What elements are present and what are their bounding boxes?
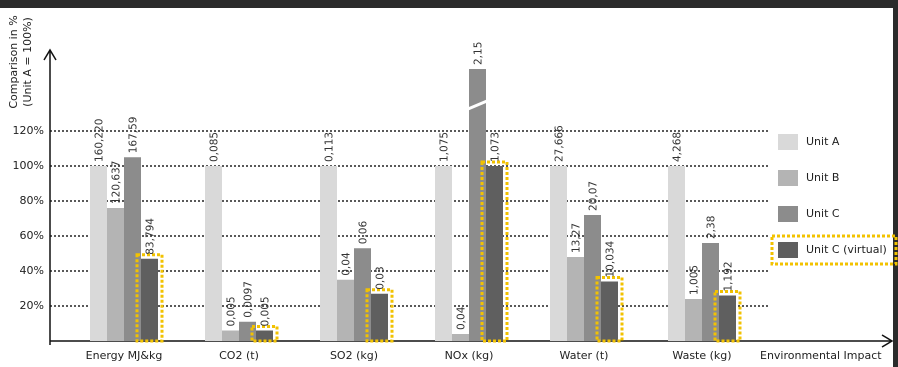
bar: [371, 293, 388, 341]
y-axis-title: Comparison in %: [7, 15, 20, 108]
x-tick-label: SO2 (kg): [330, 349, 378, 362]
legend-swatch: [778, 242, 798, 258]
x-tick-label: NOx (kg): [445, 349, 494, 362]
legend-label: Unit B: [806, 171, 839, 184]
legend-label: Unit C (virtual): [806, 243, 887, 256]
y-tick-label: 80%: [20, 194, 44, 207]
highlight-box: [365, 288, 394, 343]
bar: [702, 243, 719, 341]
bar: [601, 281, 618, 341]
bar: [239, 321, 256, 341]
data-label: 1,005: [689, 265, 701, 295]
data-label: 0,06: [358, 221, 370, 245]
legend-label: Unit C: [806, 207, 840, 220]
bar-break: [467, 99, 488, 111]
x-tick-label: Waste (kg): [672, 349, 731, 362]
data-label: 0,0097: [243, 281, 255, 318]
highlight-box: [595, 276, 624, 343]
data-label: 10,034: [605, 240, 617, 277]
x-tick-label: Energy MJ&kg: [86, 349, 163, 362]
bar: [205, 166, 222, 341]
bar: [141, 258, 158, 341]
legend-swatch: [778, 170, 798, 186]
x-axis-arrow: [881, 334, 894, 348]
bar: [320, 166, 337, 341]
highlight-box: [713, 290, 742, 343]
data-label: 2,38: [706, 216, 718, 239]
data-label: 83,794: [145, 218, 157, 255]
bar: [550, 166, 567, 341]
bar: [90, 166, 107, 341]
data-label: 0,03: [375, 266, 387, 289]
data-label: 0,04: [456, 306, 468, 330]
bar: [124, 157, 141, 341]
data-label: 0,005: [226, 296, 238, 326]
bar: [256, 330, 273, 341]
data-label: 160,220: [94, 119, 106, 162]
data-label: 13,27: [571, 223, 583, 253]
bar: [337, 279, 354, 341]
data-label: 0,113: [324, 132, 336, 162]
bar: [222, 330, 239, 341]
bar: [567, 257, 584, 341]
x-tick-label: Water (t): [560, 349, 609, 362]
y-tick-label: 60%: [20, 229, 44, 242]
legend-highlight: [770, 234, 898, 266]
bar: [486, 166, 503, 341]
data-label: 4,268: [672, 132, 684, 162]
bar: [435, 166, 452, 341]
y-tick-label: 120%: [13, 124, 44, 137]
bar: [685, 299, 702, 341]
data-label: 2,15: [473, 42, 485, 65]
y-tick-label: 100%: [13, 159, 44, 172]
data-label: 0,085: [209, 132, 221, 162]
data-label: 1,073: [490, 132, 502, 162]
y-axis-arrow: [43, 48, 57, 61]
data-label: 0,005: [260, 296, 272, 326]
legend-label: Unit A: [806, 135, 840, 148]
y-tick-label: 20%: [20, 299, 44, 312]
highlight-box: [480, 160, 509, 343]
bar: [668, 166, 685, 341]
data-label: 0,04: [341, 252, 353, 276]
data-label: 120,637: [111, 161, 123, 204]
data-label: 167,59: [128, 117, 140, 154]
x-tick-label: CO2 (t): [219, 349, 259, 362]
data-label: 20,07: [588, 181, 600, 211]
bar: [719, 295, 736, 341]
data-label: 1,192: [723, 261, 735, 291]
highlight-box: [135, 253, 164, 343]
legend-swatch: [778, 134, 798, 150]
y-tick-label: 40%: [20, 264, 44, 277]
bar: [107, 208, 124, 341]
x-axis-title: Environmental Impact: [760, 349, 882, 362]
data-label: 1,075: [439, 132, 451, 162]
legend-swatch: [778, 206, 798, 222]
highlight-box: [250, 325, 279, 343]
bar: [354, 248, 371, 341]
y-axis-title: (Unit A = 100%): [21, 17, 34, 107]
bar: [452, 334, 469, 341]
data-label: 27,666: [554, 125, 566, 162]
